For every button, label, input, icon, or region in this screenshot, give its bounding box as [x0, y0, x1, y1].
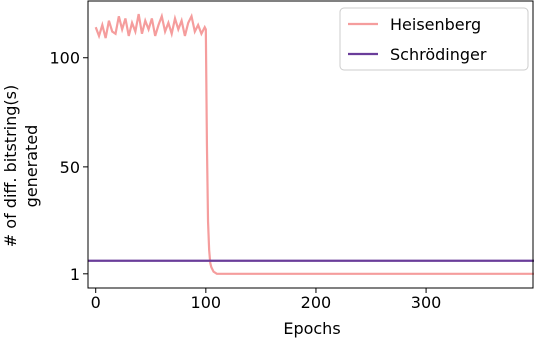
x-tick-label: 300: [411, 293, 442, 312]
y-tick-label: 50: [60, 158, 80, 177]
x-axis-label: Epochs: [283, 319, 340, 338]
legend-box: [339, 7, 529, 71]
x-tick-label: 200: [301, 293, 332, 312]
axes-frame: [87, 0, 534, 289]
legend-label: Heisenberg: [390, 15, 481, 34]
x-tick-label: 100: [191, 293, 222, 312]
x-tick-label: 0: [91, 293, 101, 312]
y-tick-label: 1: [70, 265, 80, 284]
y-axis-label: generated: [22, 125, 41, 208]
legend-label: Schrödinger: [390, 45, 487, 64]
y-axis-label: # of diff. bitstring(s): [1, 85, 20, 247]
line: [94, 12, 534, 275]
y-tick-label: 100: [49, 49, 80, 68]
